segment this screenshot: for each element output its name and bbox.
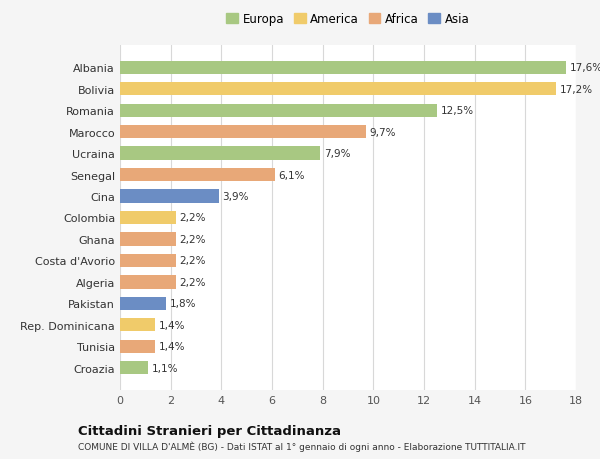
Bar [120,62,566,75]
Text: 1,1%: 1,1% [152,363,178,373]
Bar [120,297,166,310]
Text: 7,9%: 7,9% [324,149,350,159]
Bar [120,83,556,96]
Bar [120,275,176,289]
Legend: Europa, America, Africa, Asia: Europa, America, Africa, Asia [224,11,472,28]
Bar [120,361,148,375]
Bar [120,190,219,203]
Bar [120,168,275,182]
Text: Cittadini Stranieri per Cittadinanza: Cittadini Stranieri per Cittadinanza [78,424,341,437]
Text: 9,7%: 9,7% [370,128,396,137]
Text: 3,9%: 3,9% [223,191,249,202]
Text: 1,8%: 1,8% [169,299,196,308]
Bar [120,319,155,332]
Text: 2,2%: 2,2% [179,235,206,245]
Bar [120,233,176,246]
Bar [120,126,366,139]
Text: 2,2%: 2,2% [179,213,206,223]
Text: 1,4%: 1,4% [159,320,186,330]
Bar [120,254,176,268]
Text: 1,4%: 1,4% [159,341,186,352]
Text: 12,5%: 12,5% [440,106,473,116]
Bar [120,340,155,353]
Text: 17,2%: 17,2% [560,84,593,95]
Text: 2,2%: 2,2% [179,277,206,287]
Text: 2,2%: 2,2% [179,256,206,266]
Bar [120,147,320,161]
Text: 6,1%: 6,1% [278,170,305,180]
Text: 17,6%: 17,6% [569,63,600,73]
Bar [120,212,176,224]
Text: COMUNE DI VILLA D'ALMÈ (BG) - Dati ISTAT al 1° gennaio di ogni anno - Elaborazio: COMUNE DI VILLA D'ALMÈ (BG) - Dati ISTAT… [78,441,526,451]
Bar [120,104,437,118]
